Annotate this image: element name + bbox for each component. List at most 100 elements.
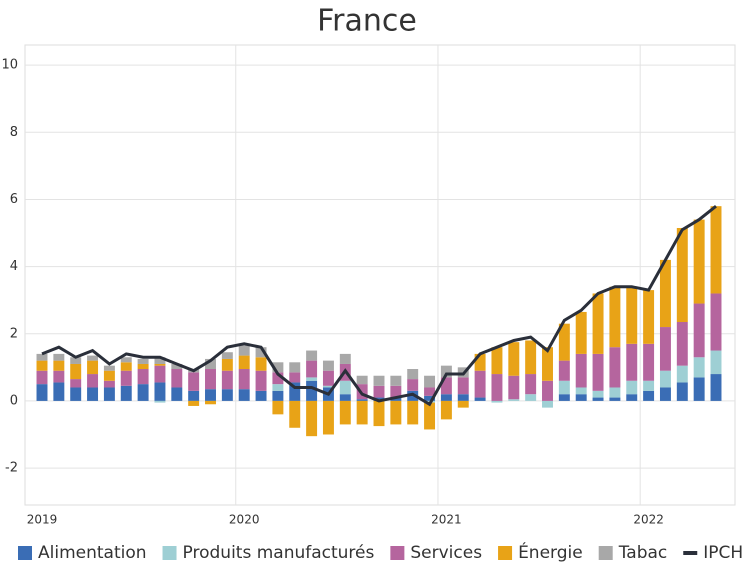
bar-segment (626, 286, 638, 344)
bar-segment (238, 389, 250, 401)
bar-segment (272, 362, 284, 373)
bar-segment (525, 374, 537, 395)
bar-segment (205, 400, 216, 405)
bar-segment (643, 290, 655, 344)
bar-segment (272, 384, 284, 391)
bar-segment (693, 303, 705, 358)
bar-segment (103, 380, 115, 388)
bar-segment (322, 370, 334, 386)
bar-segment (542, 347, 553, 381)
bar-segment (558, 394, 570, 401)
bar-segment (36, 353, 48, 361)
bar-segment (137, 369, 149, 385)
y-tick-label: 2 (10, 326, 18, 341)
bar-segment (154, 400, 166, 403)
bar-segment (626, 380, 638, 395)
bar-segment (205, 358, 216, 370)
legend-label: Tabac (618, 543, 668, 563)
bar-segment (508, 342, 520, 376)
bar-segment (70, 363, 82, 380)
bar-segment (255, 347, 267, 358)
bar-segment (693, 357, 705, 378)
bar-segment (710, 206, 722, 294)
bar-segment (322, 400, 334, 435)
bar-segment (306, 350, 318, 361)
bar-segment (643, 380, 655, 391)
bar-segment (188, 390, 200, 401)
bar-segment (356, 400, 368, 425)
bar-segment (609, 347, 621, 388)
bar-segment (440, 365, 452, 378)
bar-segment (474, 397, 486, 401)
bar-segment (558, 380, 570, 395)
bar-segment (643, 390, 655, 401)
bar-segment (592, 390, 604, 398)
legend-marker (162, 546, 177, 560)
bar-segment (575, 394, 587, 401)
y-tick-label: 4 (10, 259, 18, 274)
bar-segment (87, 360, 99, 375)
bar-segment (659, 370, 671, 388)
bar-segment (609, 397, 621, 401)
bar-segment (70, 387, 82, 401)
legend-label: Produits manufacturés (183, 543, 375, 563)
bar-segment (36, 384, 48, 401)
bar-segment (457, 377, 469, 395)
bar-segment (53, 353, 65, 361)
bar-segment (407, 400, 419, 425)
bar-segment (440, 394, 452, 401)
bar-segment (70, 357, 82, 364)
bar-segment (137, 384, 149, 401)
bar-segment (221, 389, 233, 401)
bar-segment (424, 387, 436, 396)
bar-segment (188, 372, 200, 391)
bar-segment (693, 377, 705, 401)
bar-segment (457, 394, 469, 401)
bar-segment (171, 363, 183, 370)
bar-segment (592, 397, 604, 401)
bar-segment (474, 370, 486, 398)
bar-segment (575, 311, 587, 354)
bar-segment (154, 357, 166, 364)
bar-segment (87, 374, 99, 388)
bar-segment (137, 363, 149, 370)
line (41, 204, 717, 407)
bar-segment (289, 382, 301, 401)
bar-segment (221, 352, 233, 359)
y-tick-label: 8 (10, 125, 18, 140)
bar-segment (221, 358, 233, 371)
bar-segment (542, 380, 553, 401)
bar-segment (407, 369, 419, 380)
bar-segment (36, 360, 48, 371)
bar-segment (154, 363, 166, 366)
bar-segment (339, 380, 351, 395)
bar-segment (558, 360, 570, 381)
bar-segment (103, 365, 115, 371)
bar-segment (676, 382, 688, 401)
bar-segment (255, 357, 267, 371)
bar-segment (710, 374, 722, 401)
bar-segment (306, 380, 318, 401)
bar-segment (609, 286, 621, 348)
bar-segment (238, 355, 250, 370)
bar-segment (390, 375, 402, 386)
bar-segment (457, 400, 469, 408)
bar-segment (205, 389, 216, 401)
bar-segment (289, 400, 301, 428)
legend-label: IPCH (703, 543, 743, 563)
bar-segment (626, 343, 638, 381)
bar-segment (255, 390, 267, 401)
bar-segment (390, 397, 402, 401)
bar-segment (87, 355, 99, 361)
bar-segment (238, 369, 250, 390)
bar-segment (53, 382, 65, 401)
bar-segment (542, 400, 553, 408)
bar-segment (306, 400, 318, 437)
bar-segment (424, 375, 436, 388)
bar-segment (255, 370, 267, 391)
bar-segment (103, 387, 115, 401)
bar-segment (659, 387, 671, 401)
x-tick-label: 2021 (431, 513, 462, 527)
legend-label: Énergie (518, 541, 583, 563)
